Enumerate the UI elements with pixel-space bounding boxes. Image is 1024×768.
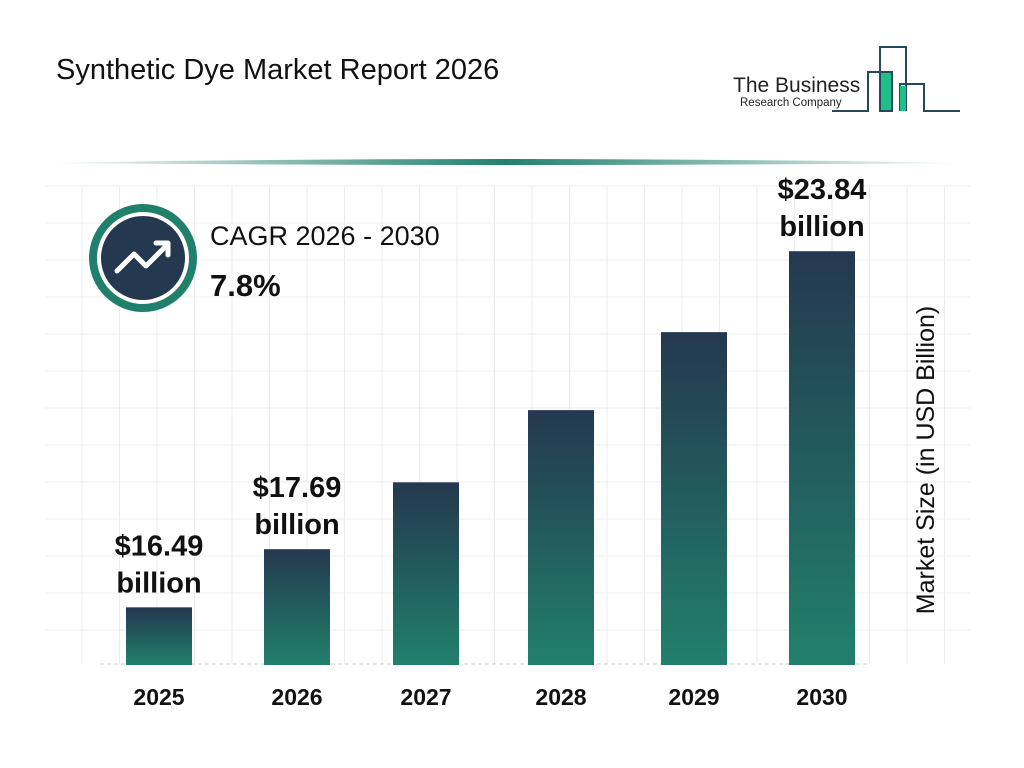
cagr-value: 7.8% xyxy=(210,268,281,303)
logo: The Business Research Company xyxy=(733,46,960,112)
bar-2028 xyxy=(528,410,594,665)
y-axis-label: Market Size (in USD Billion) xyxy=(912,306,940,614)
data-label: billion xyxy=(779,211,864,243)
bar-2030 xyxy=(789,251,855,666)
bar-2026 xyxy=(264,549,330,665)
x-tick-label: 2029 xyxy=(668,684,719,710)
data-label: $23.84 xyxy=(778,174,867,206)
header-divider xyxy=(40,159,970,165)
logo-subtext: Research Company xyxy=(740,97,842,109)
cagr-badge: CAGR 2026 - 2030 7.8% xyxy=(89,204,440,312)
x-tick-label: 2025 xyxy=(133,684,184,710)
data-label: billion xyxy=(116,567,201,599)
bar-2027 xyxy=(393,482,459,665)
data-label: billion xyxy=(254,509,339,541)
page-title: Synthetic Dye Market Report 2026 xyxy=(56,54,500,86)
cagr-label: CAGR 2026 - 2030 xyxy=(210,221,440,251)
x-tick-label: 2026 xyxy=(271,684,322,710)
bar-2025 xyxy=(126,607,192,665)
data-label: $17.69 xyxy=(253,472,342,504)
trend-up-arrow-icon xyxy=(114,240,171,274)
x-tick-label: 2027 xyxy=(400,684,451,710)
logo-text: The Business xyxy=(733,74,860,97)
x-tick-label: 2030 xyxy=(796,684,847,710)
bar-2029 xyxy=(661,332,727,665)
data-label: $16.49 xyxy=(115,530,204,562)
x-tick-label: 2028 xyxy=(535,684,586,710)
